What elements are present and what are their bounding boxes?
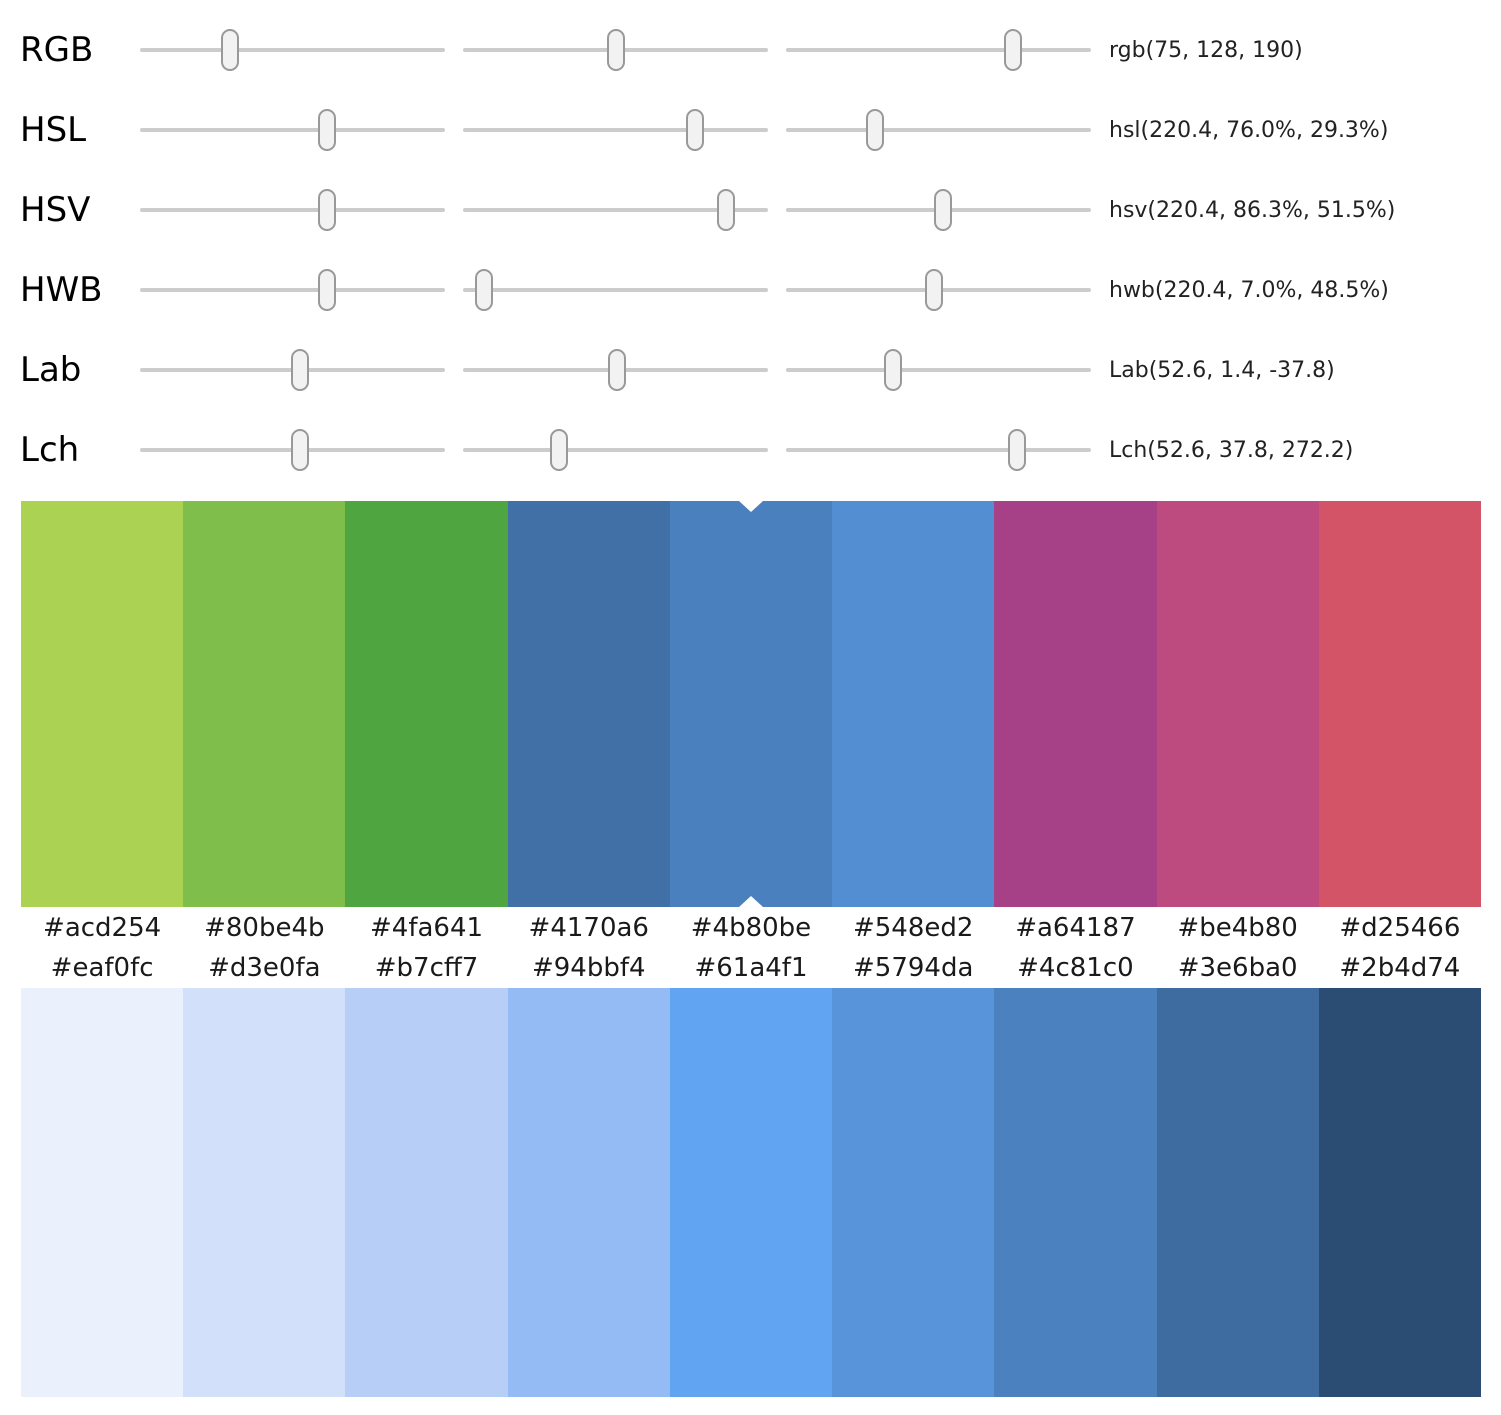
hwb-w-slider[interactable] bbox=[463, 269, 768, 311]
slider-row-rgb: RGB rgb(75, 128, 190) bbox=[0, 10, 1501, 90]
hue-hex-label-9: #d25466 bbox=[1339, 912, 1461, 943]
hsv-value-text: hsv(220.4, 86.3%, 51.5%) bbox=[1109, 197, 1396, 223]
hsl-s-slider[interactable] bbox=[463, 109, 768, 151]
hue-swatch-3[interactable] bbox=[345, 501, 508, 907]
shade-palette bbox=[21, 988, 1481, 1397]
hsl-value-text: hsl(220.4, 76.0%, 29.3%) bbox=[1109, 117, 1389, 143]
lab-b-slider[interactable] bbox=[786, 349, 1091, 391]
shade-hex-label-3: #b7cff7 bbox=[374, 953, 479, 983]
shade-swatch-9[interactable] bbox=[1318, 988, 1481, 1397]
lab-a-slider-thumb[interactable] bbox=[608, 349, 627, 391]
slider-row-lab: Lab Lab(52.6, 1.4, -37.8) bbox=[0, 330, 1501, 410]
hsl-h-slider[interactable] bbox=[140, 109, 445, 151]
lch-c-slider[interactable] bbox=[463, 429, 768, 471]
lch-l-slider-thumb[interactable] bbox=[291, 429, 310, 471]
shade-hex-label-6: #5794da bbox=[853, 953, 974, 983]
lch-value-text: Lch(52.6, 37.8, 272.2) bbox=[1109, 437, 1354, 463]
hue-hex-label-1: #acd254 bbox=[43, 912, 162, 943]
hue-hex-label-3: #4fa641 bbox=[370, 912, 484, 943]
shade-swatch-1[interactable] bbox=[21, 988, 184, 1397]
slider-row-label: HWB bbox=[20, 270, 103, 310]
rgb-r-slider-thumb[interactable] bbox=[220, 29, 239, 71]
hsl-h-slider-thumb[interactable] bbox=[317, 109, 336, 151]
slider-row-label: HSL bbox=[20, 110, 87, 150]
shade-hex-labels: #eaf0fc #d3e0fa #b7cff7 #94bbf4 #61a4f1 … bbox=[21, 948, 1481, 988]
selection-notch-top-icon bbox=[738, 501, 763, 512]
hue-hex-label-5: #4b80be bbox=[690, 912, 812, 943]
rgb-value-text: rgb(75, 128, 190) bbox=[1109, 37, 1303, 63]
hsv-s-slider[interactable] bbox=[463, 189, 768, 231]
hsv-h-slider-thumb[interactable] bbox=[317, 189, 336, 231]
rgb-g-slider[interactable] bbox=[463, 29, 768, 71]
shade-hex-label-7: #4c81c0 bbox=[1017, 953, 1134, 983]
lab-a-slider[interactable] bbox=[463, 349, 768, 391]
hsv-s-slider-thumb[interactable] bbox=[717, 189, 736, 231]
shade-hex-label-4: #94bbf4 bbox=[531, 953, 646, 983]
hue-swatch-1[interactable] bbox=[21, 501, 184, 907]
lab-b-slider-thumb[interactable] bbox=[884, 349, 903, 391]
slider-row-hsv: HSV hsv(220.4, 86.3%, 51.5%) bbox=[0, 170, 1501, 250]
hue-hex-label-8: #be4b80 bbox=[1177, 912, 1298, 943]
shade-swatch-8[interactable] bbox=[1156, 988, 1319, 1397]
shade-swatch-6[interactable] bbox=[832, 988, 995, 1397]
hue-swatch-7[interactable] bbox=[994, 501, 1157, 907]
rgb-b-slider[interactable] bbox=[786, 29, 1091, 71]
slider-row-lch: Lch Lch(52.6, 37.8, 272.2) bbox=[0, 410, 1501, 490]
rgb-b-slider-thumb[interactable] bbox=[1004, 29, 1023, 71]
hsv-v-slider[interactable] bbox=[786, 189, 1091, 231]
lch-h-slider-thumb[interactable] bbox=[1007, 429, 1026, 471]
color-sliders-panel: RGB rgb(75, 128, 190) HSL hsl(220.4, 76.… bbox=[0, 0, 1501, 490]
shade-swatch-7[interactable] bbox=[994, 988, 1157, 1397]
hsv-v-slider-thumb[interactable] bbox=[934, 189, 953, 231]
hwb-b-slider[interactable] bbox=[786, 269, 1091, 311]
hue-swatch-4[interactable] bbox=[507, 501, 670, 907]
hwb-b-slider-thumb[interactable] bbox=[924, 269, 943, 311]
hue-hex-label-6: #548ed2 bbox=[852, 912, 974, 943]
shade-hex-label-5: #61a4f1 bbox=[694, 953, 808, 983]
hue-hex-label-2: #80be4b bbox=[204, 912, 325, 943]
hue-hex-label-4: #4170a6 bbox=[528, 912, 649, 943]
shade-swatch-5[interactable] bbox=[669, 988, 833, 1397]
hue-swatch-8[interactable] bbox=[1156, 501, 1319, 907]
shade-hex-label-8: #3e6ba0 bbox=[1177, 953, 1298, 983]
lab-l-slider[interactable] bbox=[140, 349, 445, 391]
lch-l-slider[interactable] bbox=[140, 429, 445, 471]
hue-swatch-5-selected[interactable] bbox=[669, 501, 833, 907]
hue-palette bbox=[21, 501, 1481, 907]
slider-row-hsl: HSL hsl(220.4, 76.0%, 29.3%) bbox=[0, 90, 1501, 170]
shade-hex-label-1: #eaf0fc bbox=[50, 953, 154, 983]
lch-c-slider-thumb[interactable] bbox=[550, 429, 569, 471]
shade-hex-label-2: #d3e0fa bbox=[208, 953, 321, 983]
hsl-s-slider-thumb[interactable] bbox=[685, 109, 704, 151]
slider-row-label: Lch bbox=[20, 430, 80, 470]
shade-swatch-2[interactable] bbox=[183, 988, 346, 1397]
hsl-l-slider[interactable] bbox=[786, 109, 1091, 151]
slider-row-label: RGB bbox=[20, 30, 94, 70]
hsl-l-slider-thumb[interactable] bbox=[866, 109, 885, 151]
hwb-w-slider-thumb[interactable] bbox=[475, 269, 494, 311]
slider-row-hwb: HWB hwb(220.4, 7.0%, 48.5%) bbox=[0, 250, 1501, 330]
rgb-r-slider[interactable] bbox=[140, 29, 445, 71]
shade-swatch-4[interactable] bbox=[507, 988, 670, 1397]
shade-swatch-3[interactable] bbox=[345, 988, 508, 1397]
lab-l-slider-thumb[interactable] bbox=[291, 349, 310, 391]
selection-notch-bottom-icon bbox=[738, 896, 763, 907]
hue-hex-labels: #acd254 #80be4b #4fa641 #4170a6 #4b80be … bbox=[21, 907, 1481, 948]
slider-row-label: Lab bbox=[20, 350, 82, 390]
lch-h-slider[interactable] bbox=[786, 429, 1091, 471]
hwb-value-text: hwb(220.4, 7.0%, 48.5%) bbox=[1109, 277, 1389, 303]
hue-swatch-9[interactable] bbox=[1318, 501, 1481, 907]
hue-hex-label-7: #a64187 bbox=[1015, 912, 1136, 943]
hue-swatch-2[interactable] bbox=[183, 501, 346, 907]
hwb-h-slider-thumb[interactable] bbox=[317, 269, 336, 311]
hue-swatch-6[interactable] bbox=[832, 501, 995, 907]
slider-row-label: HSV bbox=[20, 190, 91, 230]
rgb-g-slider-thumb[interactable] bbox=[607, 29, 626, 71]
hsv-h-slider[interactable] bbox=[140, 189, 445, 231]
shade-hex-label-9: #2b4d74 bbox=[1339, 953, 1461, 983]
lab-value-text: Lab(52.6, 1.4, -37.8) bbox=[1109, 357, 1335, 383]
hwb-h-slider[interactable] bbox=[140, 269, 445, 311]
